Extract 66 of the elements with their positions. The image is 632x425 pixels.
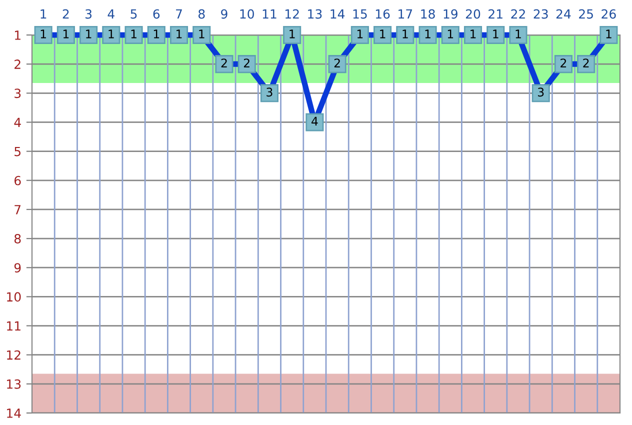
x-tick-label: 17 [398, 9, 412, 19]
x-tick-label: 7 [176, 9, 182, 19]
data-label: 1 [176, 30, 182, 38]
y-tick-label: 10 [7, 292, 21, 302]
x-tick-label: 11 [262, 9, 276, 19]
x-tick-label: 16 [376, 9, 390, 19]
x-tick-label: 1 [40, 9, 46, 19]
x-tick-label: 2 [62, 9, 69, 19]
x-tick-label: 25 [579, 9, 593, 19]
y-tick-label: 5 [14, 146, 20, 156]
y-tick-label: 13 [7, 379, 21, 389]
x-tick-label: 19 [444, 9, 458, 19]
x-tick-label: 22 [511, 9, 525, 19]
data-label: 2 [560, 58, 566, 68]
y-tick-label: 1 [15, 30, 20, 40]
x-tick-label: 18 [421, 9, 435, 19]
x-tick-label: 4 [108, 9, 114, 19]
x-tick-label: 10 [240, 9, 254, 19]
x-tick-label: 6 [153, 9, 160, 19]
x-tick-label: 3 [86, 9, 92, 19]
data-label: 2 [221, 58, 227, 68]
data-label: 1 [86, 30, 92, 38]
y-tick-label: 3 [14, 88, 21, 98]
data-label: 1 [425, 30, 430, 38]
data-label: 1 [402, 30, 408, 38]
x-tick-label: 26 [602, 9, 616, 19]
x-tick-label: 24 [556, 9, 571, 19]
data-label: 1 [290, 30, 295, 38]
data-label: 3 [538, 88, 544, 97]
x-tick-label: 13 [308, 9, 322, 19]
y-tick-label: 6 [14, 176, 21, 186]
x-tick-label: 14 [330, 9, 345, 19]
data-label: 1 [108, 30, 114, 38]
data-label: 1 [380, 30, 386, 38]
data-label: 2 [583, 58, 589, 68]
data-label: 2 [244, 58, 250, 68]
data-label: 4 [312, 116, 318, 126]
y-tick-label: 4 [14, 118, 21, 127]
data-label: 1 [606, 30, 612, 38]
data-label: 1 [357, 30, 363, 38]
x-tick-label: 15 [353, 9, 367, 19]
y-tick-label: 8 [14, 234, 21, 244]
x-tick-label: 5 [130, 9, 137, 19]
y-tick-label: 9 [14, 263, 21, 273]
y-tick-label: 14 [7, 408, 21, 418]
data-label: 1 [63, 30, 69, 38]
data-label: 2 [334, 58, 340, 68]
data-label: 1 [199, 30, 204, 38]
x-tick-label: 23 [534, 9, 548, 19]
data-label: 1 [131, 30, 136, 38]
y-tick-label: 2 [14, 60, 20, 69]
x-tick-label: 12 [285, 9, 299, 19]
y-tick-label: 7 [14, 205, 21, 214]
data-label: 1 [448, 30, 454, 38]
data-label: 1 [493, 30, 498, 38]
y-tick-label: 11 [7, 321, 20, 331]
data-label: 1 [154, 30, 160, 38]
data-label: 1 [40, 30, 46, 38]
data-label: 3 [266, 88, 272, 97]
data-label: 1 [516, 30, 521, 38]
x-tick-label: 21 [488, 9, 502, 19]
data-label: 1 [470, 30, 476, 38]
x-tick-label: 20 [466, 9, 480, 19]
x-tick-label: 8 [198, 9, 205, 19]
y-tick-label: 12 [7, 350, 20, 360]
x-tick-label: 9 [221, 9, 228, 19]
